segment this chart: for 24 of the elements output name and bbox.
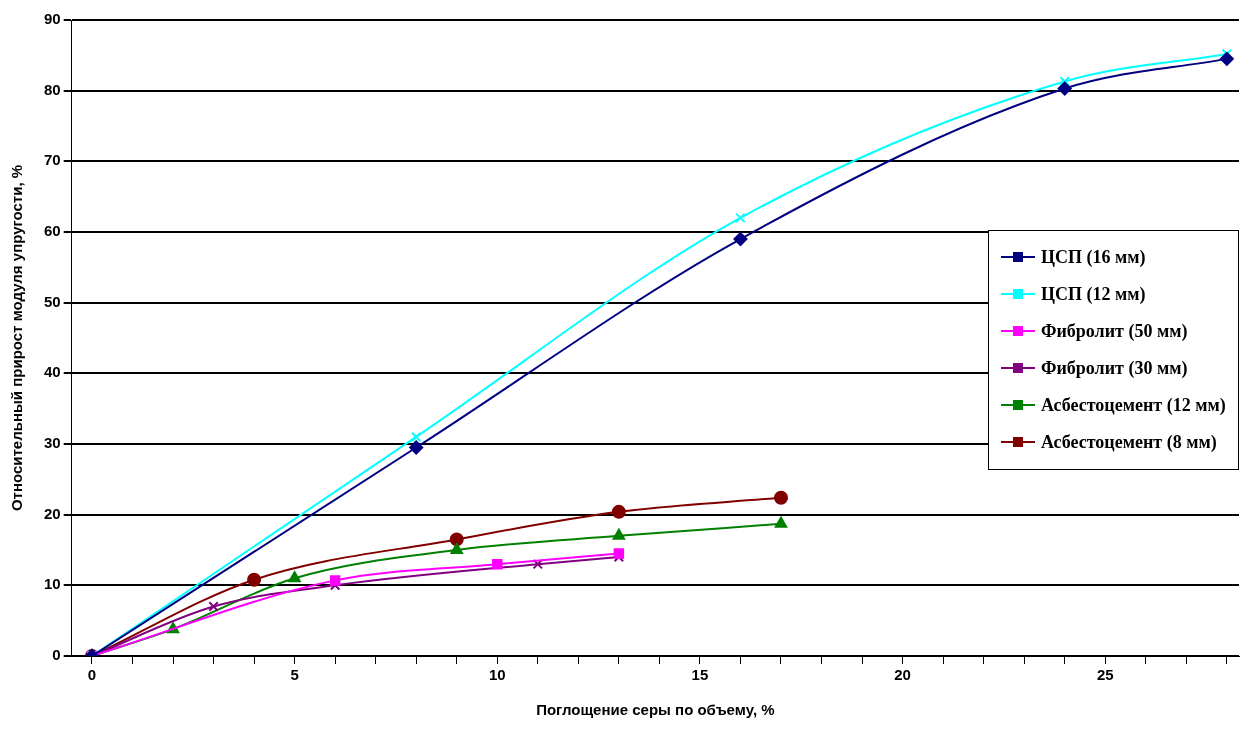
y-tick-label: 60 — [44, 222, 61, 240]
y-tick-label: 10 — [44, 575, 61, 593]
legend-label: Асбестоцемент (12 мм) — [1041, 394, 1226, 416]
y-tick-label: 70 — [44, 151, 61, 169]
y-axis-title: Относительный прирост модуля упругости, % — [8, 164, 26, 512]
y-tick-label: 30 — [44, 434, 61, 452]
x-tick-label: 5 — [290, 666, 299, 684]
x-tick-label: 20 — [894, 666, 911, 684]
y-tick-label: 80 — [44, 80, 61, 98]
y-tick-label: 50 — [44, 292, 61, 310]
y-tick-label: 40 — [44, 363, 61, 381]
y-tick-label: 90 — [44, 10, 61, 28]
legend-label: ЦСП (16 мм) — [1041, 246, 1146, 268]
x-tick-label: 25 — [1096, 666, 1114, 684]
x-tick-label: 10 — [488, 666, 506, 684]
y-tick-label: 20 — [44, 504, 61, 522]
x-axis-title: Поглощение серы по объему, % — [536, 701, 775, 719]
legend-label: ЦСП (12 мм) — [1041, 283, 1146, 305]
legend-label: Асбестоцемент (8 мм) — [1041, 431, 1217, 453]
x-tick-label: 15 — [691, 666, 709, 684]
legend-label: Фибролит (30 мм) — [1041, 357, 1188, 379]
y-tick-label: 0 — [52, 646, 61, 664]
legend-label: Фибролит (50 мм) — [1041, 320, 1188, 342]
x-tick-label: 0 — [87, 666, 97, 684]
